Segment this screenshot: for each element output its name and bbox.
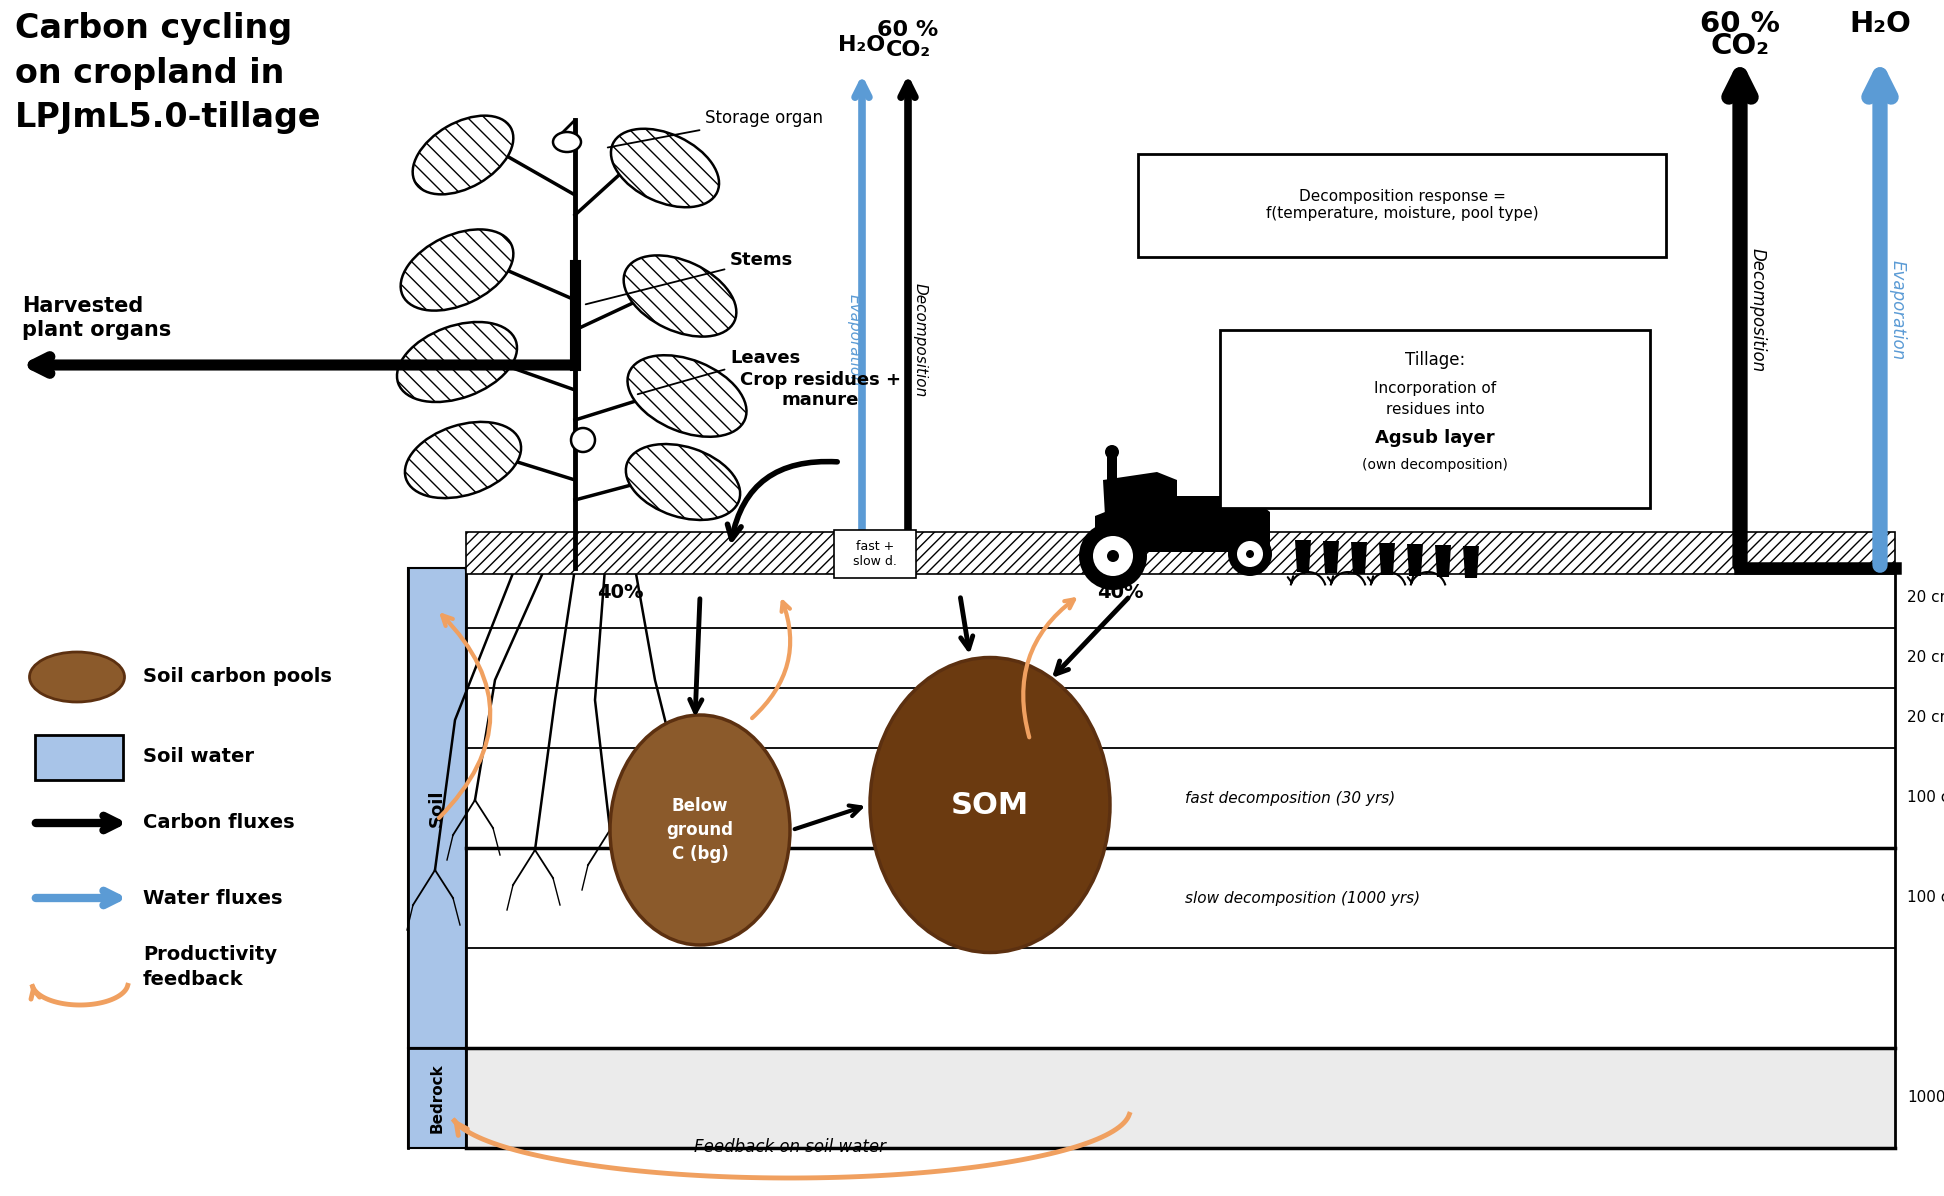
Text: Decomposition response =
f(temperature, moisture, pool type): Decomposition response = f(temperature, … [1266,189,1538,221]
Ellipse shape [610,129,719,207]
Text: Decomposition: Decomposition [912,283,927,397]
Bar [467,1048,1895,1148]
Ellipse shape [412,116,513,195]
Text: CO₂: CO₂ [1711,32,1769,60]
Text: Incorporation of: Incorporation of [1374,380,1497,396]
Text: Leaves: Leaves [638,349,801,395]
Text: fast +
slow d.: fast + slow d. [853,541,896,568]
Polygon shape [1094,496,1269,553]
Circle shape [1079,521,1147,590]
Text: Feedback on soil water: Feedback on soil water [694,1139,886,1157]
Circle shape [1104,445,1120,459]
Circle shape [1236,541,1264,567]
Ellipse shape [871,658,1110,952]
Ellipse shape [29,652,124,702]
Ellipse shape [626,444,741,520]
Bar [35,736,122,780]
Text: 20 cm: 20 cm [1907,710,1944,726]
Text: SOM: SOM [951,791,1028,819]
Circle shape [1093,536,1133,576]
Bar [408,568,467,1048]
Text: Storage organ: Storage organ [608,109,822,147]
Text: Stems: Stems [585,251,793,304]
Text: 60 %: 60 % [1701,10,1781,38]
Text: Carbon fluxes: Carbon fluxes [144,813,295,832]
Bar [408,1048,467,1148]
Text: Agsub layer: Agsub layer [1374,429,1495,447]
Text: Carbon cycling
on cropland in
LPJmL5.0-tillage: Carbon cycling on cropland in LPJmL5.0-t… [16,12,321,134]
Circle shape [1106,550,1120,562]
Text: 20 cm: 20 cm [1907,591,1944,605]
Text: (own decomposition): (own decomposition) [1363,458,1509,472]
Text: Crop residues +
manure: Crop residues + manure [739,371,900,409]
Circle shape [572,428,595,452]
Text: Productivity
feedback: Productivity feedback [144,945,278,989]
Ellipse shape [397,322,517,402]
Polygon shape [1351,542,1367,574]
Text: 60 %: 60 % [877,20,939,39]
Text: Below
ground
C (bg): Below ground C (bg) [667,798,733,862]
Polygon shape [1464,547,1479,578]
Ellipse shape [624,256,737,336]
Bar [1106,453,1118,481]
Text: H₂O: H₂O [1849,10,1911,38]
Polygon shape [1407,544,1423,576]
Polygon shape [1378,543,1396,575]
Circle shape [1246,550,1254,559]
Text: Evaporation: Evaporation [846,294,861,386]
Polygon shape [1295,541,1310,572]
Ellipse shape [400,230,513,311]
Text: H₂O: H₂O [838,35,886,55]
Text: Soil: Soil [428,789,445,826]
Polygon shape [1324,541,1339,573]
Text: slow decomposition (1000 yrs): slow decomposition (1000 yrs) [1186,891,1421,905]
FancyBboxPatch shape [834,530,916,578]
Text: Soil carbon pools: Soil carbon pools [144,667,332,687]
Ellipse shape [552,132,581,152]
Text: Decomposition: Decomposition [1750,248,1767,372]
Ellipse shape [404,422,521,498]
FancyBboxPatch shape [1137,154,1666,257]
Text: Soil water: Soil water [144,748,255,767]
Text: 40%: 40% [1096,582,1143,602]
Text: CO₂: CO₂ [885,39,931,60]
Text: 20 cm: 20 cm [1907,651,1944,665]
Bar [467,568,1895,1148]
FancyBboxPatch shape [1221,330,1650,508]
Text: 100 cm: 100 cm [1907,891,1944,905]
Ellipse shape [610,715,789,945]
Text: Harvested
plant organs: Harvested plant organs [21,297,171,340]
Bar [467,532,1895,574]
Text: fast decomposition (30 yrs): fast decomposition (30 yrs) [1186,791,1396,805]
Text: Tillage:: Tillage: [1406,350,1466,370]
Text: Water fluxes: Water fluxes [144,889,282,908]
Text: Evaporation: Evaporation [1890,260,1907,360]
Polygon shape [1102,472,1176,515]
Text: Bedrock: Bedrock [430,1063,445,1133]
Circle shape [1229,532,1271,576]
Ellipse shape [628,355,746,437]
Text: residues into: residues into [1386,403,1485,417]
Polygon shape [1435,545,1450,576]
Text: 40%: 40% [597,582,643,602]
Text: 1000cm: 1000cm [1907,1091,1944,1105]
Text: 100 cm: 100 cm [1907,791,1944,805]
